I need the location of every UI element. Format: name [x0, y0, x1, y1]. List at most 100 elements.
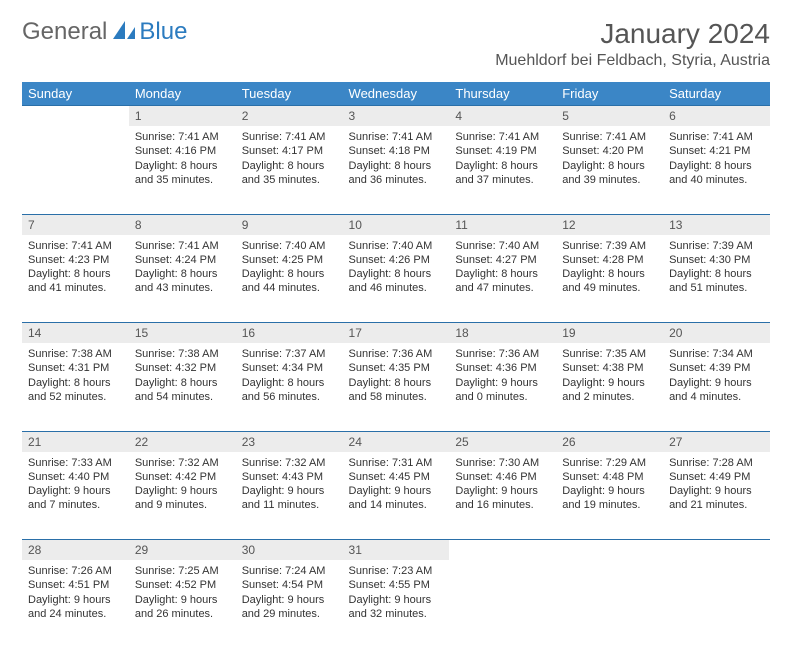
daynum-cell [22, 106, 129, 127]
day-number [449, 540, 556, 546]
daynum-cell: 1 [129, 106, 236, 127]
daylight-line: Daylight: 8 hours and 49 minutes. [562, 267, 657, 296]
sunrise-line: Sunrise: 7:34 AM [669, 347, 764, 361]
sunset-line: Sunset: 4:54 PM [242, 578, 337, 592]
sunset-line: Sunset: 4:46 PM [455, 470, 550, 484]
day-content: Sunrise: 7:36 AMSunset: 4:36 PMDaylight:… [449, 343, 556, 408]
sunrise-line: Sunrise: 7:39 AM [669, 239, 764, 253]
daynum-cell: 6 [663, 106, 770, 127]
day-content [449, 560, 556, 568]
daynum-cell: 16 [236, 323, 343, 344]
daylight-line: Daylight: 9 hours and 26 minutes. [135, 593, 230, 622]
daynum-cell [556, 540, 663, 561]
sunrise-line: Sunrise: 7:36 AM [455, 347, 550, 361]
weekday-header: Saturday [663, 82, 770, 106]
header: General Blue January 2024 Muehldorf bei … [22, 18, 770, 70]
day-content: Sunrise: 7:41 AMSunset: 4:17 PMDaylight:… [236, 126, 343, 191]
logo-text-general: General [22, 18, 107, 46]
daynum-cell: 15 [129, 323, 236, 344]
daylight-line: Daylight: 8 hours and 39 minutes. [562, 159, 657, 188]
sunset-line: Sunset: 4:52 PM [135, 578, 230, 592]
sunset-line: Sunset: 4:23 PM [28, 253, 123, 267]
daynum-row: 123456 [22, 106, 770, 127]
day-content: Sunrise: 7:40 AMSunset: 4:27 PMDaylight:… [449, 235, 556, 300]
day-content: Sunrise: 7:24 AMSunset: 4:54 PMDaylight:… [236, 560, 343, 625]
sunset-line: Sunset: 4:30 PM [669, 253, 764, 267]
sunrise-line: Sunrise: 7:41 AM [669, 130, 764, 144]
day-number: 7 [22, 215, 129, 235]
day-content: Sunrise: 7:36 AMSunset: 4:35 PMDaylight:… [343, 343, 450, 408]
sunrise-line: Sunrise: 7:37 AM [242, 347, 337, 361]
sunset-line: Sunset: 4:40 PM [28, 470, 123, 484]
daylight-line: Daylight: 9 hours and 19 minutes. [562, 484, 657, 513]
daycontent-cell: Sunrise: 7:38 AMSunset: 4:31 PMDaylight:… [22, 343, 129, 431]
day-content: Sunrise: 7:26 AMSunset: 4:51 PMDaylight:… [22, 560, 129, 625]
day-content [556, 560, 663, 568]
sunset-line: Sunset: 4:25 PM [242, 253, 337, 267]
daynum-cell: 31 [343, 540, 450, 561]
day-number: 21 [22, 432, 129, 452]
sunrise-line: Sunrise: 7:38 AM [28, 347, 123, 361]
sunrise-line: Sunrise: 7:35 AM [562, 347, 657, 361]
daylight-line: Daylight: 9 hours and 4 minutes. [669, 376, 764, 405]
daynum-cell: 5 [556, 106, 663, 127]
daycontent-cell: Sunrise: 7:28 AMSunset: 4:49 PMDaylight:… [663, 452, 770, 540]
sunset-line: Sunset: 4:38 PM [562, 361, 657, 375]
daycontent-cell: Sunrise: 7:41 AMSunset: 4:16 PMDaylight:… [129, 126, 236, 214]
daycontent-cell: Sunrise: 7:36 AMSunset: 4:36 PMDaylight:… [449, 343, 556, 431]
daylight-line: Daylight: 9 hours and 7 minutes. [28, 484, 123, 513]
daycontent-cell: Sunrise: 7:33 AMSunset: 4:40 PMDaylight:… [22, 452, 129, 540]
day-content: Sunrise: 7:28 AMSunset: 4:49 PMDaylight:… [663, 452, 770, 517]
sunset-line: Sunset: 4:51 PM [28, 578, 123, 592]
title-block: January 2024 Muehldorf bei Feldbach, Sty… [495, 18, 770, 70]
sunrise-line: Sunrise: 7:38 AM [135, 347, 230, 361]
logo: General Blue [22, 18, 187, 46]
day-content: Sunrise: 7:41 AMSunset: 4:18 PMDaylight:… [343, 126, 450, 191]
sunrise-line: Sunrise: 7:41 AM [455, 130, 550, 144]
day-number [663, 540, 770, 546]
sunset-line: Sunset: 4:55 PM [349, 578, 444, 592]
daynum-row: 28293031 [22, 540, 770, 561]
sunrise-line: Sunrise: 7:31 AM [349, 456, 444, 470]
daycontent-cell: Sunrise: 7:34 AMSunset: 4:39 PMDaylight:… [663, 343, 770, 431]
day-number: 16 [236, 323, 343, 343]
day-content: Sunrise: 7:34 AMSunset: 4:39 PMDaylight:… [663, 343, 770, 408]
daycontent-cell [556, 560, 663, 648]
daynum-cell: 21 [22, 431, 129, 452]
day-content: Sunrise: 7:25 AMSunset: 4:52 PMDaylight:… [129, 560, 236, 625]
daynum-cell: 20 [663, 323, 770, 344]
daycontent-cell: Sunrise: 7:41 AMSunset: 4:18 PMDaylight:… [343, 126, 450, 214]
daycontent-cell: Sunrise: 7:24 AMSunset: 4:54 PMDaylight:… [236, 560, 343, 648]
sunrise-line: Sunrise: 7:23 AM [349, 564, 444, 578]
daycontent-cell: Sunrise: 7:30 AMSunset: 4:46 PMDaylight:… [449, 452, 556, 540]
daynum-cell: 11 [449, 214, 556, 235]
day-content: Sunrise: 7:31 AMSunset: 4:45 PMDaylight:… [343, 452, 450, 517]
day-number: 25 [449, 432, 556, 452]
daylight-line: Daylight: 8 hours and 43 minutes. [135, 267, 230, 296]
day-content: Sunrise: 7:41 AMSunset: 4:20 PMDaylight:… [556, 126, 663, 191]
daycontent-cell: Sunrise: 7:40 AMSunset: 4:25 PMDaylight:… [236, 235, 343, 323]
day-number: 10 [343, 215, 450, 235]
day-content: Sunrise: 7:41 AMSunset: 4:16 PMDaylight:… [129, 126, 236, 191]
day-content [22, 126, 129, 134]
daynum-cell: 29 [129, 540, 236, 561]
sunrise-line: Sunrise: 7:30 AM [455, 456, 550, 470]
daycontent-cell: Sunrise: 7:40 AMSunset: 4:27 PMDaylight:… [449, 235, 556, 323]
daycontent-cell: Sunrise: 7:37 AMSunset: 4:34 PMDaylight:… [236, 343, 343, 431]
daycontent-cell: Sunrise: 7:41 AMSunset: 4:24 PMDaylight:… [129, 235, 236, 323]
day-number: 27 [663, 432, 770, 452]
day-number: 2 [236, 106, 343, 126]
day-content: Sunrise: 7:40 AMSunset: 4:26 PMDaylight:… [343, 235, 450, 300]
day-content: Sunrise: 7:41 AMSunset: 4:19 PMDaylight:… [449, 126, 556, 191]
daylight-line: Daylight: 8 hours and 40 minutes. [669, 159, 764, 188]
day-number: 18 [449, 323, 556, 343]
day-number: 4 [449, 106, 556, 126]
daynum-cell: 2 [236, 106, 343, 127]
daynum-cell [449, 540, 556, 561]
daycontent-cell: Sunrise: 7:35 AMSunset: 4:38 PMDaylight:… [556, 343, 663, 431]
daylight-line: Daylight: 8 hours and 44 minutes. [242, 267, 337, 296]
sunset-line: Sunset: 4:28 PM [562, 253, 657, 267]
sunrise-line: Sunrise: 7:41 AM [562, 130, 657, 144]
sunrise-line: Sunrise: 7:33 AM [28, 456, 123, 470]
sunrise-line: Sunrise: 7:28 AM [669, 456, 764, 470]
